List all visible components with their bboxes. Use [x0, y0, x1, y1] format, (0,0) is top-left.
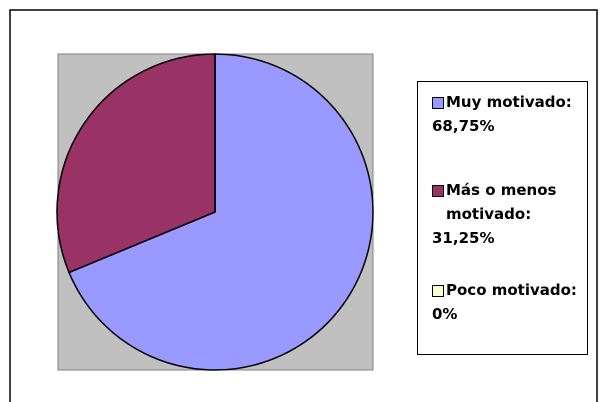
pie-slice	[56, 53, 216, 274]
legend: Muy motivado: 68,75% Más o menos motivado:…	[417, 81, 588, 355]
legend-swatch	[432, 185, 444, 197]
legend-value: 68,75%	[432, 117, 495, 135]
legend-swatch	[432, 97, 444, 109]
legend-label: Más o menos motivado:	[446, 181, 557, 223]
legend-label: Poco motivado:	[446, 281, 577, 299]
legend-label: Muy motivado:	[446, 93, 572, 111]
legend-swatch	[432, 285, 444, 297]
legend-value: 31,25%	[432, 229, 495, 247]
legend-value: 0%	[432, 305, 458, 323]
legend-item: Poco motivado: 0%	[432, 278, 582, 326]
legend-item: Más o menos motivado: 31,25%	[432, 178, 582, 250]
legend-item: Muy motivado: 68,75%	[432, 90, 582, 138]
pie-slice	[68, 53, 374, 371]
